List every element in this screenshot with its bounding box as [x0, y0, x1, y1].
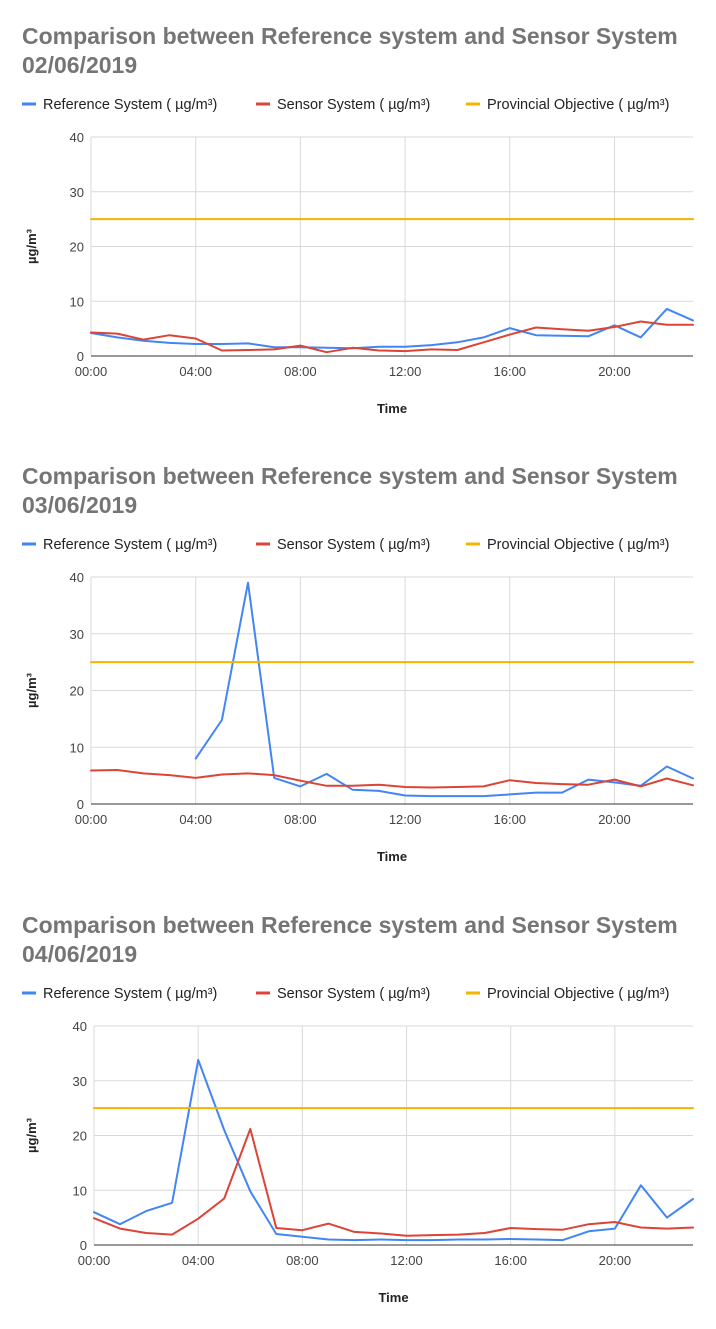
series-line-reference: [93, 1058, 694, 1242]
x-tick-label: 20:00: [599, 1253, 632, 1268]
x-tick-label: 12:00: [389, 812, 422, 827]
y-tick-label: 40: [70, 570, 84, 585]
y-tick-label: 30: [70, 185, 84, 200]
y-axis-title: µg/m³: [24, 228, 39, 264]
y-tick-label: 0: [80, 1238, 87, 1253]
y-tick-label: 20: [73, 1129, 87, 1144]
legend-label-reference: Reference System ( µg/m³): [43, 986, 217, 1002]
chart-3: Comparison between Reference system and …: [22, 912, 694, 1305]
y-tick-label: 10: [73, 1183, 87, 1198]
legend-label-reference: Reference System ( µg/m³): [43, 97, 217, 113]
legend: Reference System ( µg/m³) Sensor System (…: [22, 97, 669, 113]
legend-label-objective: Provincial Objective ( µg/m³): [487, 97, 669, 113]
x-tick-label: 08:00: [286, 1253, 319, 1268]
y-tick-label: 0: [77, 349, 84, 364]
y-tick-label: 10: [70, 294, 84, 309]
legend-label-reference: Reference System ( µg/m³): [43, 537, 217, 553]
y-tick-label: 20: [70, 684, 84, 699]
legend: Reference System ( µg/m³) Sensor System (…: [22, 537, 669, 553]
legend-label-sensor: Sensor System ( µg/m³): [277, 97, 430, 113]
x-tick-label: 20:00: [598, 812, 631, 827]
y-tick-label: 20: [70, 240, 84, 255]
x-tick-label: 08:00: [284, 364, 317, 379]
chart-title-line2: 04/06/2019: [22, 941, 137, 967]
x-axis-title: Time: [377, 849, 407, 864]
legend-label-objective: Provincial Objective ( µg/m³): [487, 986, 669, 1002]
x-tick-label: 08:00: [284, 812, 317, 827]
legend-label-sensor: Sensor System ( µg/m³): [277, 537, 430, 553]
x-tick-label: 16:00: [494, 1253, 527, 1268]
chart-2: Comparison between Reference system and …: [22, 463, 694, 864]
series-line-reference: [194, 581, 694, 798]
chart-title-line2: 02/06/2019: [22, 52, 137, 78]
x-axis-title: Time: [377, 401, 407, 416]
x-tick-label: 04:00: [179, 812, 212, 827]
series-line-reference: [90, 307, 694, 350]
y-tick-label: 30: [73, 1074, 87, 1089]
y-tick-label: 10: [70, 740, 84, 755]
series-line-sensor: [90, 320, 694, 354]
y-tick-label: 30: [70, 627, 84, 642]
x-tick-label: 12:00: [389, 364, 422, 379]
x-tick-label: 00:00: [75, 812, 108, 827]
x-tick-label: 16:00: [494, 812, 527, 827]
y-axis-title: µg/m³: [24, 672, 39, 708]
chart-title-line1: Comparison between Reference system and …: [22, 463, 678, 489]
legend: Reference System ( µg/m³) Sensor System (…: [22, 986, 669, 1002]
y-tick-label: 0: [77, 797, 84, 812]
x-tick-label: 20:00: [598, 364, 631, 379]
series-line-sensor: [90, 769, 694, 789]
x-tick-label: 04:00: [182, 1253, 215, 1268]
x-tick-label: 12:00: [390, 1253, 423, 1268]
chart-title-line1: Comparison between Reference system and …: [22, 23, 678, 49]
y-axis-title: µg/m³: [24, 1117, 39, 1153]
y-tick-label: 40: [70, 130, 84, 145]
legend-label-objective: Provincial Objective ( µg/m³): [487, 537, 669, 553]
chart-title-line1: Comparison between Reference system and …: [22, 912, 678, 938]
legend-label-sensor: Sensor System ( µg/m³): [277, 986, 430, 1002]
x-axis-title: Time: [378, 1290, 408, 1305]
chart-title-line2: 03/06/2019: [22, 492, 137, 518]
x-tick-label: 00:00: [78, 1253, 111, 1268]
x-tick-label: 16:00: [494, 364, 527, 379]
series-line-sensor: [93, 1127, 694, 1237]
x-tick-label: 00:00: [75, 364, 108, 379]
y-tick-label: 40: [73, 1019, 87, 1034]
x-tick-label: 04:00: [179, 364, 212, 379]
chart-1: Comparison between Reference system and …: [22, 23, 694, 416]
